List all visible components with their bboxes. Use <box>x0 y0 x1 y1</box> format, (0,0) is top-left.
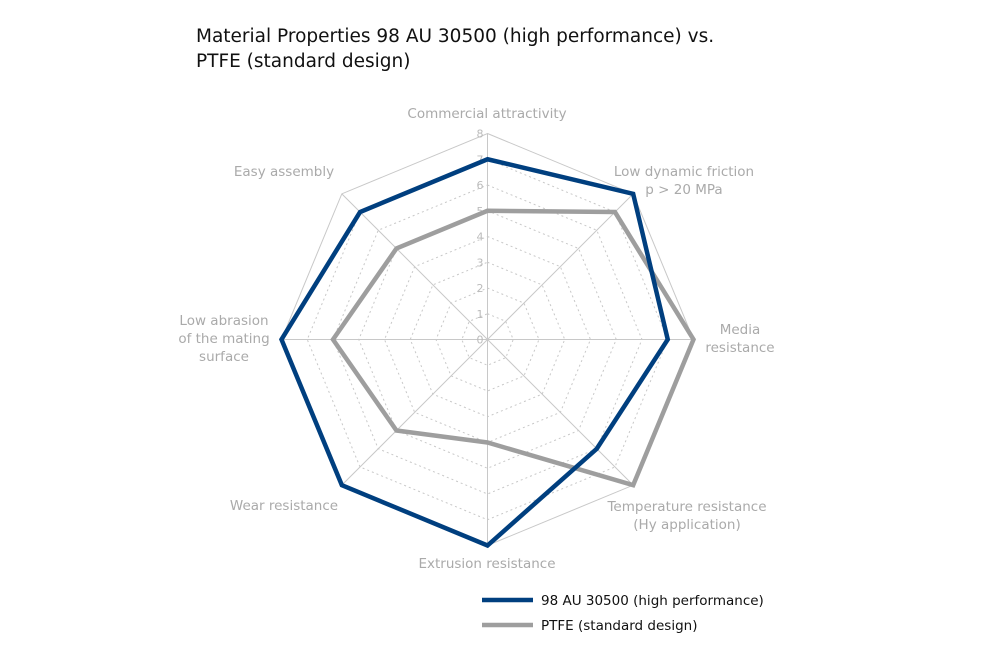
axis-label-line: Media <box>720 322 761 338</box>
series-line <box>330 208 697 488</box>
axis-label: Media resistance <box>705 322 774 356</box>
axis-label-line: p > 20 MPa <box>645 182 722 198</box>
tick-label: 8 <box>477 128 484 141</box>
tick-label: 0 <box>477 334 484 347</box>
axis-label-line: of the mating <box>178 331 269 347</box>
tick-label: 6 <box>477 179 484 192</box>
axis-label: Wear resistance <box>230 498 338 514</box>
tick-label: 2 <box>477 282 484 295</box>
axis-spoke <box>341 193 488 340</box>
tick-label: 5 <box>477 205 484 218</box>
axis-label-line: (Hy application) <box>633 517 740 533</box>
axis-label-line: Easy assembly <box>234 164 334 180</box>
axis-label-line: Temperature resistance <box>606 499 766 515</box>
axis-label-line: resistance <box>705 340 774 356</box>
axis-label-line: Commercial attractivity <box>407 106 566 122</box>
axis-label-line: Wear resistance <box>230 498 338 514</box>
axis-label: Commercial attractivity <box>407 106 566 122</box>
tick-label: 1 <box>477 308 484 321</box>
axis-spoke <box>341 339 488 486</box>
chart-title: Material Properties 98 AU 30500 (high pe… <box>196 26 715 72</box>
grid-ring <box>358 210 617 469</box>
axis-label: Temperature resistance (Hy application) <box>606 499 766 533</box>
axis-label: Low abrasion of the mating surface <box>178 313 269 365</box>
series-line <box>278 156 671 549</box>
axis-label-line: surface <box>199 349 249 365</box>
axis-label-line: Low dynamic friction <box>614 164 754 180</box>
axis-label: Low dynamic friction p > 20 MPa <box>614 164 754 198</box>
tick-label: 7 <box>477 153 484 166</box>
axis-label: Extrusion resistance <box>418 556 555 572</box>
axis-label: Easy assembly <box>234 164 334 180</box>
grid-ring <box>461 313 514 366</box>
axis-label-line: Extrusion resistance <box>418 556 555 572</box>
tick-label: 3 <box>477 256 484 269</box>
axis-spoke <box>487 193 634 340</box>
legend-label: 98 AU 30500 (high performance) <box>541 593 764 609</box>
axis-spoke <box>487 339 634 486</box>
tick-label: 4 <box>477 231 484 244</box>
legend-label: PTFE (standard design) <box>541 618 697 634</box>
axis-label-line: Low abrasion <box>179 313 268 329</box>
